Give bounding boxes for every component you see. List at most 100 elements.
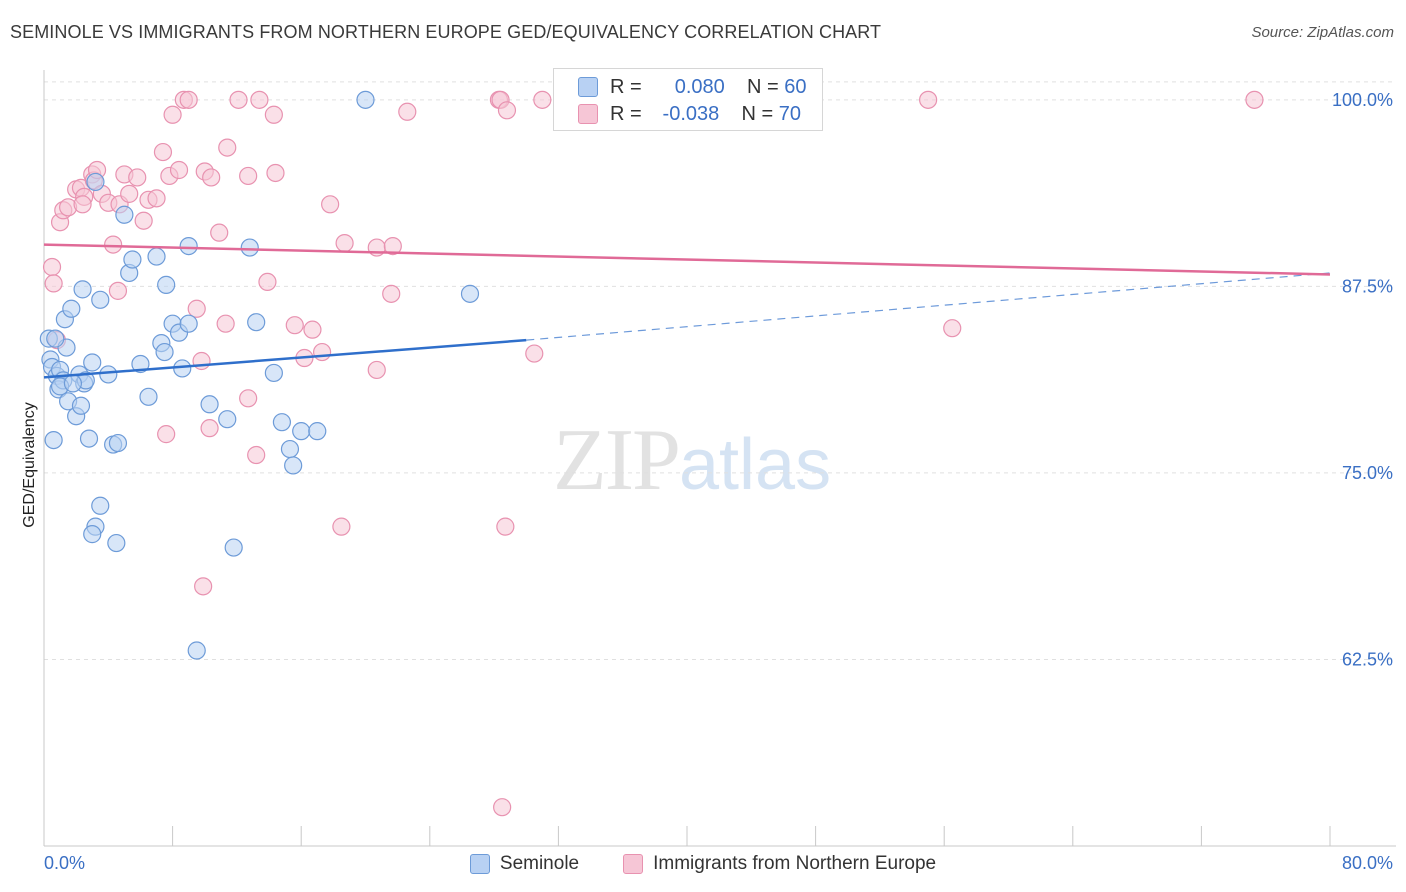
data-point: [292, 422, 311, 441]
data-point: [533, 90, 552, 109]
y-tick-labels: 62.5% 75.0% 87.5% 100.0%: [1332, 90, 1393, 670]
data-point: [247, 445, 266, 465]
y-tick-label: 75.0%: [1342, 463, 1393, 483]
data-point: [83, 353, 102, 372]
chart-title: SEMINOLE VS IMMIGRANTS FROM NORTHERN EUR…: [10, 22, 882, 42]
x-ticks: [43, 826, 1331, 846]
stats-legend: R = 0.080 N = 60 R = -0.038 N = 70: [553, 68, 823, 131]
data-point: [335, 234, 354, 253]
stats-legend-row-immigrants: R = -0.038 N = 70: [554, 101, 801, 127]
legend-label-immigrants: Immigrants from Northern Europe: [653, 853, 937, 874]
data-point: [108, 433, 128, 453]
watermark-zip: ZIP: [553, 412, 681, 509]
data-point: [284, 456, 303, 475]
data-point: [247, 313, 266, 332]
data-point: [44, 274, 63, 293]
legend-swatch-seminole: [469, 854, 490, 874]
data-point: [46, 329, 65, 348]
n-label: N =: [747, 75, 779, 98]
data-point: [202, 168, 221, 187]
n-value: 60: [784, 75, 807, 98]
data-point: [525, 344, 544, 363]
data-point: [91, 290, 110, 309]
data-point: [398, 102, 417, 121]
watermark-atlas: atlas: [679, 425, 832, 505]
data-point: [239, 166, 258, 186]
data-point: [108, 281, 128, 300]
series-legend: Seminole Immigrants from Northern Europe: [0, 851, 1406, 877]
data-point: [919, 90, 938, 109]
data-point: [200, 395, 219, 414]
data-point: [104, 235, 123, 254]
data-point: [42, 257, 62, 277]
legend-label-seminole: Seminole: [499, 853, 580, 874]
data-point: [134, 211, 153, 230]
r-label: R =: [610, 102, 642, 125]
seminole-trend-line: [43, 338, 527, 379]
data-point: [224, 538, 243, 557]
data-point: [250, 90, 269, 109]
y-tick-label: 62.5%: [1342, 649, 1393, 669]
r-label: R =: [610, 75, 642, 98]
data-point: [187, 641, 206, 660]
data-point: [62, 299, 81, 318]
data-point: [147, 189, 166, 208]
data-point: [123, 250, 142, 269]
data-point: [157, 275, 176, 294]
x-tick-label-min: 0.0%: [44, 853, 85, 873]
x-tick-label-max: 80.0%: [1342, 853, 1393, 873]
data-point: [86, 172, 105, 192]
data-point: [229, 90, 248, 109]
data-point: [179, 90, 198, 109]
data-point: [383, 236, 402, 256]
data-point: [367, 360, 386, 380]
data-point: [99, 365, 118, 384]
y-tick-label: 100.0%: [1332, 90, 1393, 110]
data-point: [71, 396, 91, 415]
data-point: [382, 284, 401, 303]
data-point: [497, 101, 517, 120]
stats-legend-row-seminole: R = 0.080 N = 60: [554, 74, 807, 100]
immigrants-swatch: [578, 104, 598, 124]
data-point: [332, 517, 351, 536]
axes: [43, 70, 1396, 847]
data-point: [163, 105, 182, 124]
data-point: [194, 577, 213, 596]
data-point: [44, 430, 63, 450]
immigrants-trend-line: [43, 243, 1331, 276]
data-point: [285, 316, 304, 335]
data-point: [943, 319, 962, 338]
r-value: -0.038: [662, 102, 720, 125]
data-point: [210, 223, 229, 242]
data-point: [239, 389, 258, 408]
data-point: [63, 374, 83, 393]
data-point: [91, 496, 110, 515]
data-point: [308, 422, 327, 441]
data-point: [264, 105, 283, 124]
seminole-trend-extension: [526, 272, 1331, 341]
data-point: [280, 439, 300, 459]
legend-swatch-immigrants: [623, 854, 644, 874]
data-point: [266, 163, 285, 183]
n-label: N =: [741, 102, 774, 125]
data-point: [218, 410, 237, 429]
legend-item-seminole[interactable]: Seminole: [469, 853, 580, 875]
chart-source: Source: ZipAtlas.com: [1251, 24, 1394, 41]
data-point: [179, 236, 198, 256]
data-point: [179, 314, 198, 333]
legend-item-immigrants[interactable]: Immigrants from Northern Europe: [623, 853, 936, 875]
data-point: [73, 280, 92, 299]
y-tick-label: 87.5%: [1342, 276, 1393, 296]
series-seminole-points: [39, 90, 480, 660]
data-point: [1245, 90, 1264, 109]
data-point: [120, 184, 139, 203]
data-point: [218, 138, 237, 157]
data-point: [83, 525, 102, 544]
data-point: [187, 299, 206, 318]
data-point: [321, 195, 340, 214]
series-immigrants-points: [42, 90, 1264, 817]
data-point: [128, 168, 147, 187]
data-point: [303, 320, 322, 339]
data-point: [216, 314, 235, 333]
